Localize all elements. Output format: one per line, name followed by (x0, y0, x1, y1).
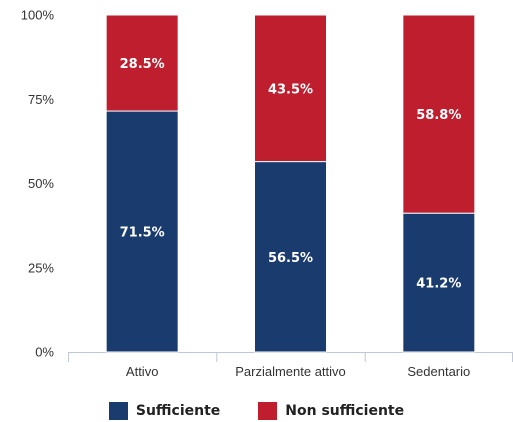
bar-value-label: 58.8% (416, 108, 461, 123)
bar-value-label: 71.5% (120, 226, 165, 241)
bar-sufficiente (105, 110, 179, 353)
legend-label-non-sufficiente: Non sufficiente (285, 403, 405, 419)
legend-item-sufficiente: Sufficiente (108, 402, 221, 420)
y-tick-label: 0% (35, 345, 54, 360)
bar-non-sufficiente (254, 14, 327, 163)
bar-value-label: 41.2% (416, 277, 461, 292)
bar-value-label: 28.5% (120, 57, 165, 72)
bar-value-label: 56.5% (268, 251, 313, 266)
bar-non-sufficiente (402, 14, 476, 214)
legend: Sufficiente Non sufficiente (0, 400, 513, 422)
legend-swatch-non-sufficiente (258, 402, 278, 420)
y-tick-label: 100% (21, 8, 55, 23)
legend-swatch-sufficiente (108, 402, 128, 420)
x-tick-label: Sedentario (407, 364, 470, 379)
legend-label-sufficiente: Sufficiente (135, 403, 221, 419)
x-tick-label: Parzialmente attivo (235, 364, 346, 379)
y-tick-label: 75% (28, 92, 54, 107)
y-tick-label: 25% (28, 260, 54, 275)
y-tick-label: 50% (28, 176, 54, 191)
bar-non-sufficiente (105, 14, 179, 112)
legend-item-non-sufficiente: Non sufficiente (258, 402, 404, 420)
bar-value-label: 43.5% (268, 82, 313, 97)
x-tick-label: Attivo (126, 364, 159, 379)
